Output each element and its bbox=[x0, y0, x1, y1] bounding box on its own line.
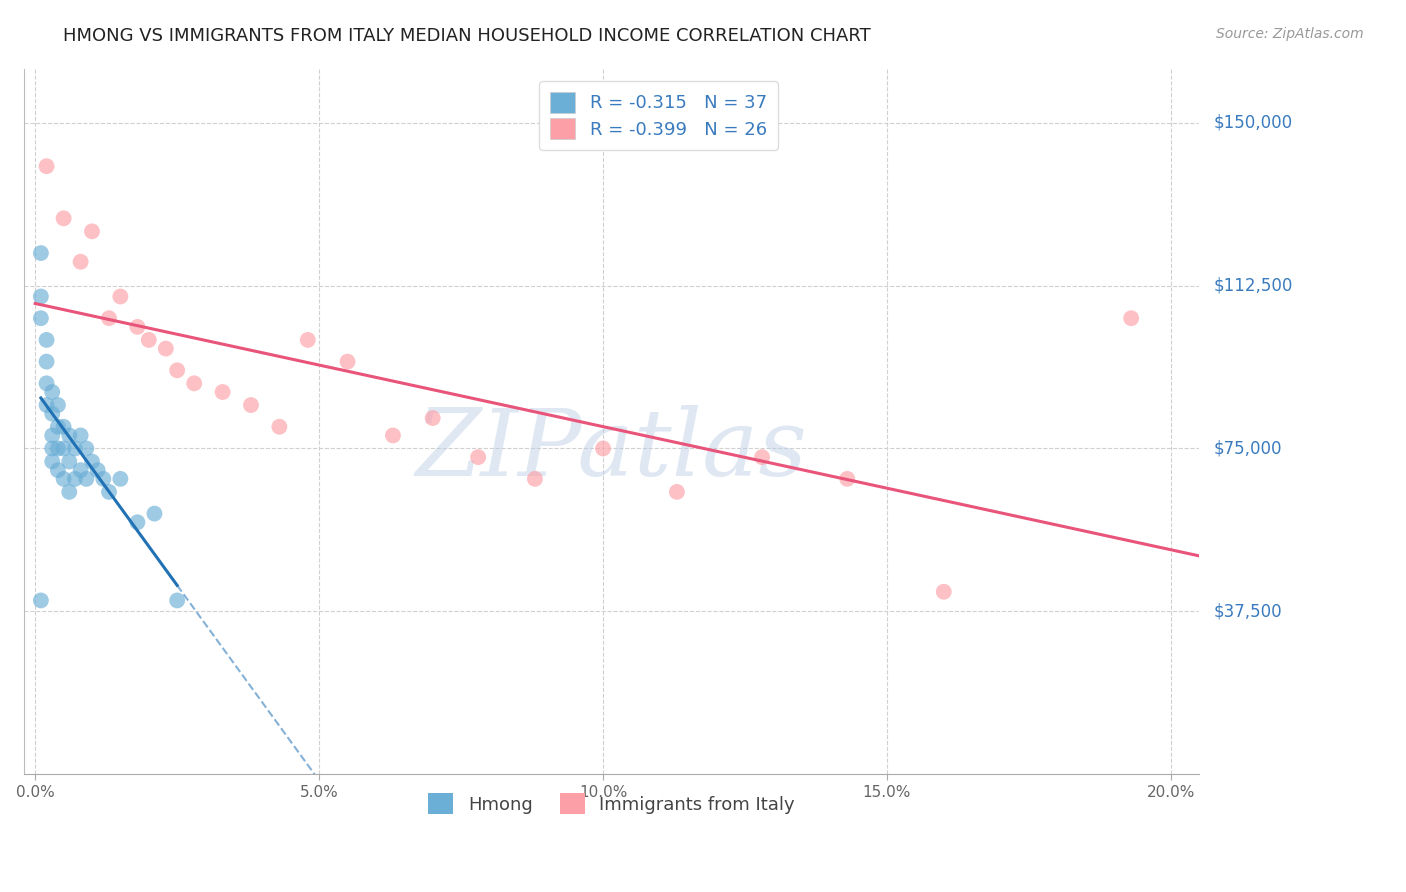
Point bbox=[183, 376, 205, 391]
Point bbox=[46, 442, 69, 456]
Point bbox=[52, 472, 75, 486]
Point bbox=[46, 419, 69, 434]
Text: ZIPatlas: ZIPatlas bbox=[416, 405, 807, 494]
Point bbox=[30, 246, 52, 260]
Point bbox=[63, 472, 86, 486]
Point bbox=[127, 319, 149, 334]
Point bbox=[69, 254, 91, 268]
Point bbox=[75, 472, 97, 486]
Point bbox=[240, 398, 263, 412]
Point bbox=[467, 450, 489, 464]
Point bbox=[98, 484, 121, 499]
Point bbox=[269, 419, 291, 434]
Point bbox=[143, 507, 166, 521]
Point bbox=[110, 472, 132, 486]
Point bbox=[86, 463, 108, 477]
Point bbox=[381, 428, 404, 442]
Point bbox=[41, 428, 63, 442]
Point bbox=[35, 354, 58, 368]
Point bbox=[41, 442, 63, 456]
Point bbox=[52, 419, 75, 434]
Point bbox=[30, 311, 52, 326]
Point bbox=[523, 472, 546, 486]
Text: $75,000: $75,000 bbox=[1213, 440, 1282, 458]
Point bbox=[98, 311, 121, 326]
Point bbox=[138, 333, 160, 347]
Point bbox=[665, 484, 688, 499]
Point bbox=[46, 398, 69, 412]
Point bbox=[69, 428, 91, 442]
Point bbox=[127, 516, 149, 530]
Point bbox=[592, 442, 614, 456]
Text: HMONG VS IMMIGRANTS FROM ITALY MEDIAN HOUSEHOLD INCOME CORRELATION CHART: HMONG VS IMMIGRANTS FROM ITALY MEDIAN HO… bbox=[63, 27, 872, 45]
Point bbox=[80, 454, 103, 468]
Point bbox=[63, 442, 86, 456]
Point bbox=[166, 363, 188, 377]
Point bbox=[52, 211, 75, 226]
Point bbox=[336, 354, 359, 368]
Point bbox=[35, 159, 58, 173]
Point bbox=[837, 472, 859, 486]
Point bbox=[52, 442, 75, 456]
Text: $112,500: $112,500 bbox=[1213, 277, 1292, 294]
Point bbox=[93, 472, 115, 486]
Point bbox=[211, 384, 233, 399]
Point bbox=[166, 593, 188, 607]
Point bbox=[297, 333, 319, 347]
Point bbox=[35, 376, 58, 391]
Point bbox=[35, 333, 58, 347]
Point bbox=[41, 407, 63, 421]
Point bbox=[58, 428, 80, 442]
Legend: Hmong, Immigrants from Italy: Hmong, Immigrants from Italy bbox=[418, 782, 806, 825]
Point bbox=[422, 411, 444, 425]
Point bbox=[58, 454, 80, 468]
Text: Source: ZipAtlas.com: Source: ZipAtlas.com bbox=[1216, 27, 1364, 41]
Point bbox=[41, 384, 63, 399]
Point bbox=[35, 398, 58, 412]
Point bbox=[751, 450, 773, 464]
Point bbox=[30, 289, 52, 303]
Point bbox=[80, 224, 103, 238]
Point bbox=[75, 442, 97, 456]
Point bbox=[69, 463, 91, 477]
Point bbox=[30, 593, 52, 607]
Point bbox=[58, 484, 80, 499]
Point bbox=[41, 454, 63, 468]
Text: $150,000: $150,000 bbox=[1213, 114, 1292, 132]
Point bbox=[932, 584, 955, 599]
Point bbox=[1121, 311, 1143, 326]
Point bbox=[155, 342, 177, 356]
Point bbox=[110, 289, 132, 303]
Text: $37,500: $37,500 bbox=[1213, 602, 1282, 620]
Point bbox=[46, 463, 69, 477]
